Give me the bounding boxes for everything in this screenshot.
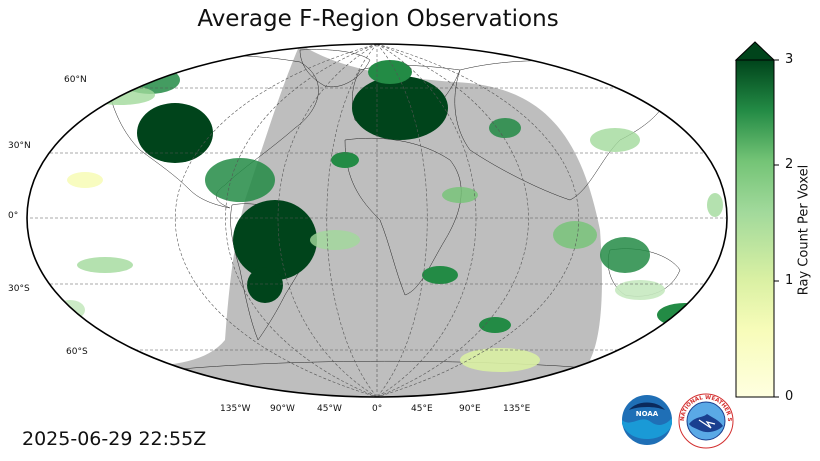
lat-label-30s: 30°S — [8, 284, 30, 294]
colorbar-ticks — [774, 59, 779, 398]
graticule — [27, 44, 727, 397]
lon-label-90w: 90°W — [270, 404, 295, 414]
colorbar-tick-0: 0 — [785, 389, 794, 404]
world-map — [26, 43, 728, 398]
lon-label-135e: 135°E — [503, 404, 531, 414]
colorbar-tick-2: 2 — [785, 157, 794, 172]
greenland — [299, 49, 371, 88]
colorbar-gradient — [735, 59, 775, 398]
timestamp: 2025-06-29 22:55Z — [22, 428, 207, 450]
nws-logo: NATIONAL WEATHER SERVICE — [677, 392, 734, 449]
noaa-logo: NOAA — [622, 395, 672, 445]
lon-label-45w: 45°W — [317, 404, 342, 414]
lat-label-60s: 60°S — [66, 347, 88, 357]
map-boundary — [26, 43, 728, 398]
lon-label-135w: 135°W — [220, 404, 251, 414]
lat-label-30n: 30°N — [8, 141, 31, 151]
lon-label-45e: 45°E — [411, 404, 433, 414]
lon-label-0: 0° — [372, 404, 383, 414]
colorbar-tick-3: 3 — [785, 52, 794, 67]
colorbar-label: Ray Count Per Voxel — [796, 164, 812, 296]
colorbar-extend-arrow — [734, 41, 776, 61]
lat-label-0: 0° — [8, 211, 19, 221]
noaa-logo-text: NOAA — [636, 410, 659, 418]
colorbar-tick-1: 1 — [785, 273, 794, 288]
lon-label-90e: 90°E — [459, 404, 481, 414]
map-title: Average F-Region Observations — [197, 6, 559, 32]
lat-label-60n: 60°N — [64, 75, 87, 85]
